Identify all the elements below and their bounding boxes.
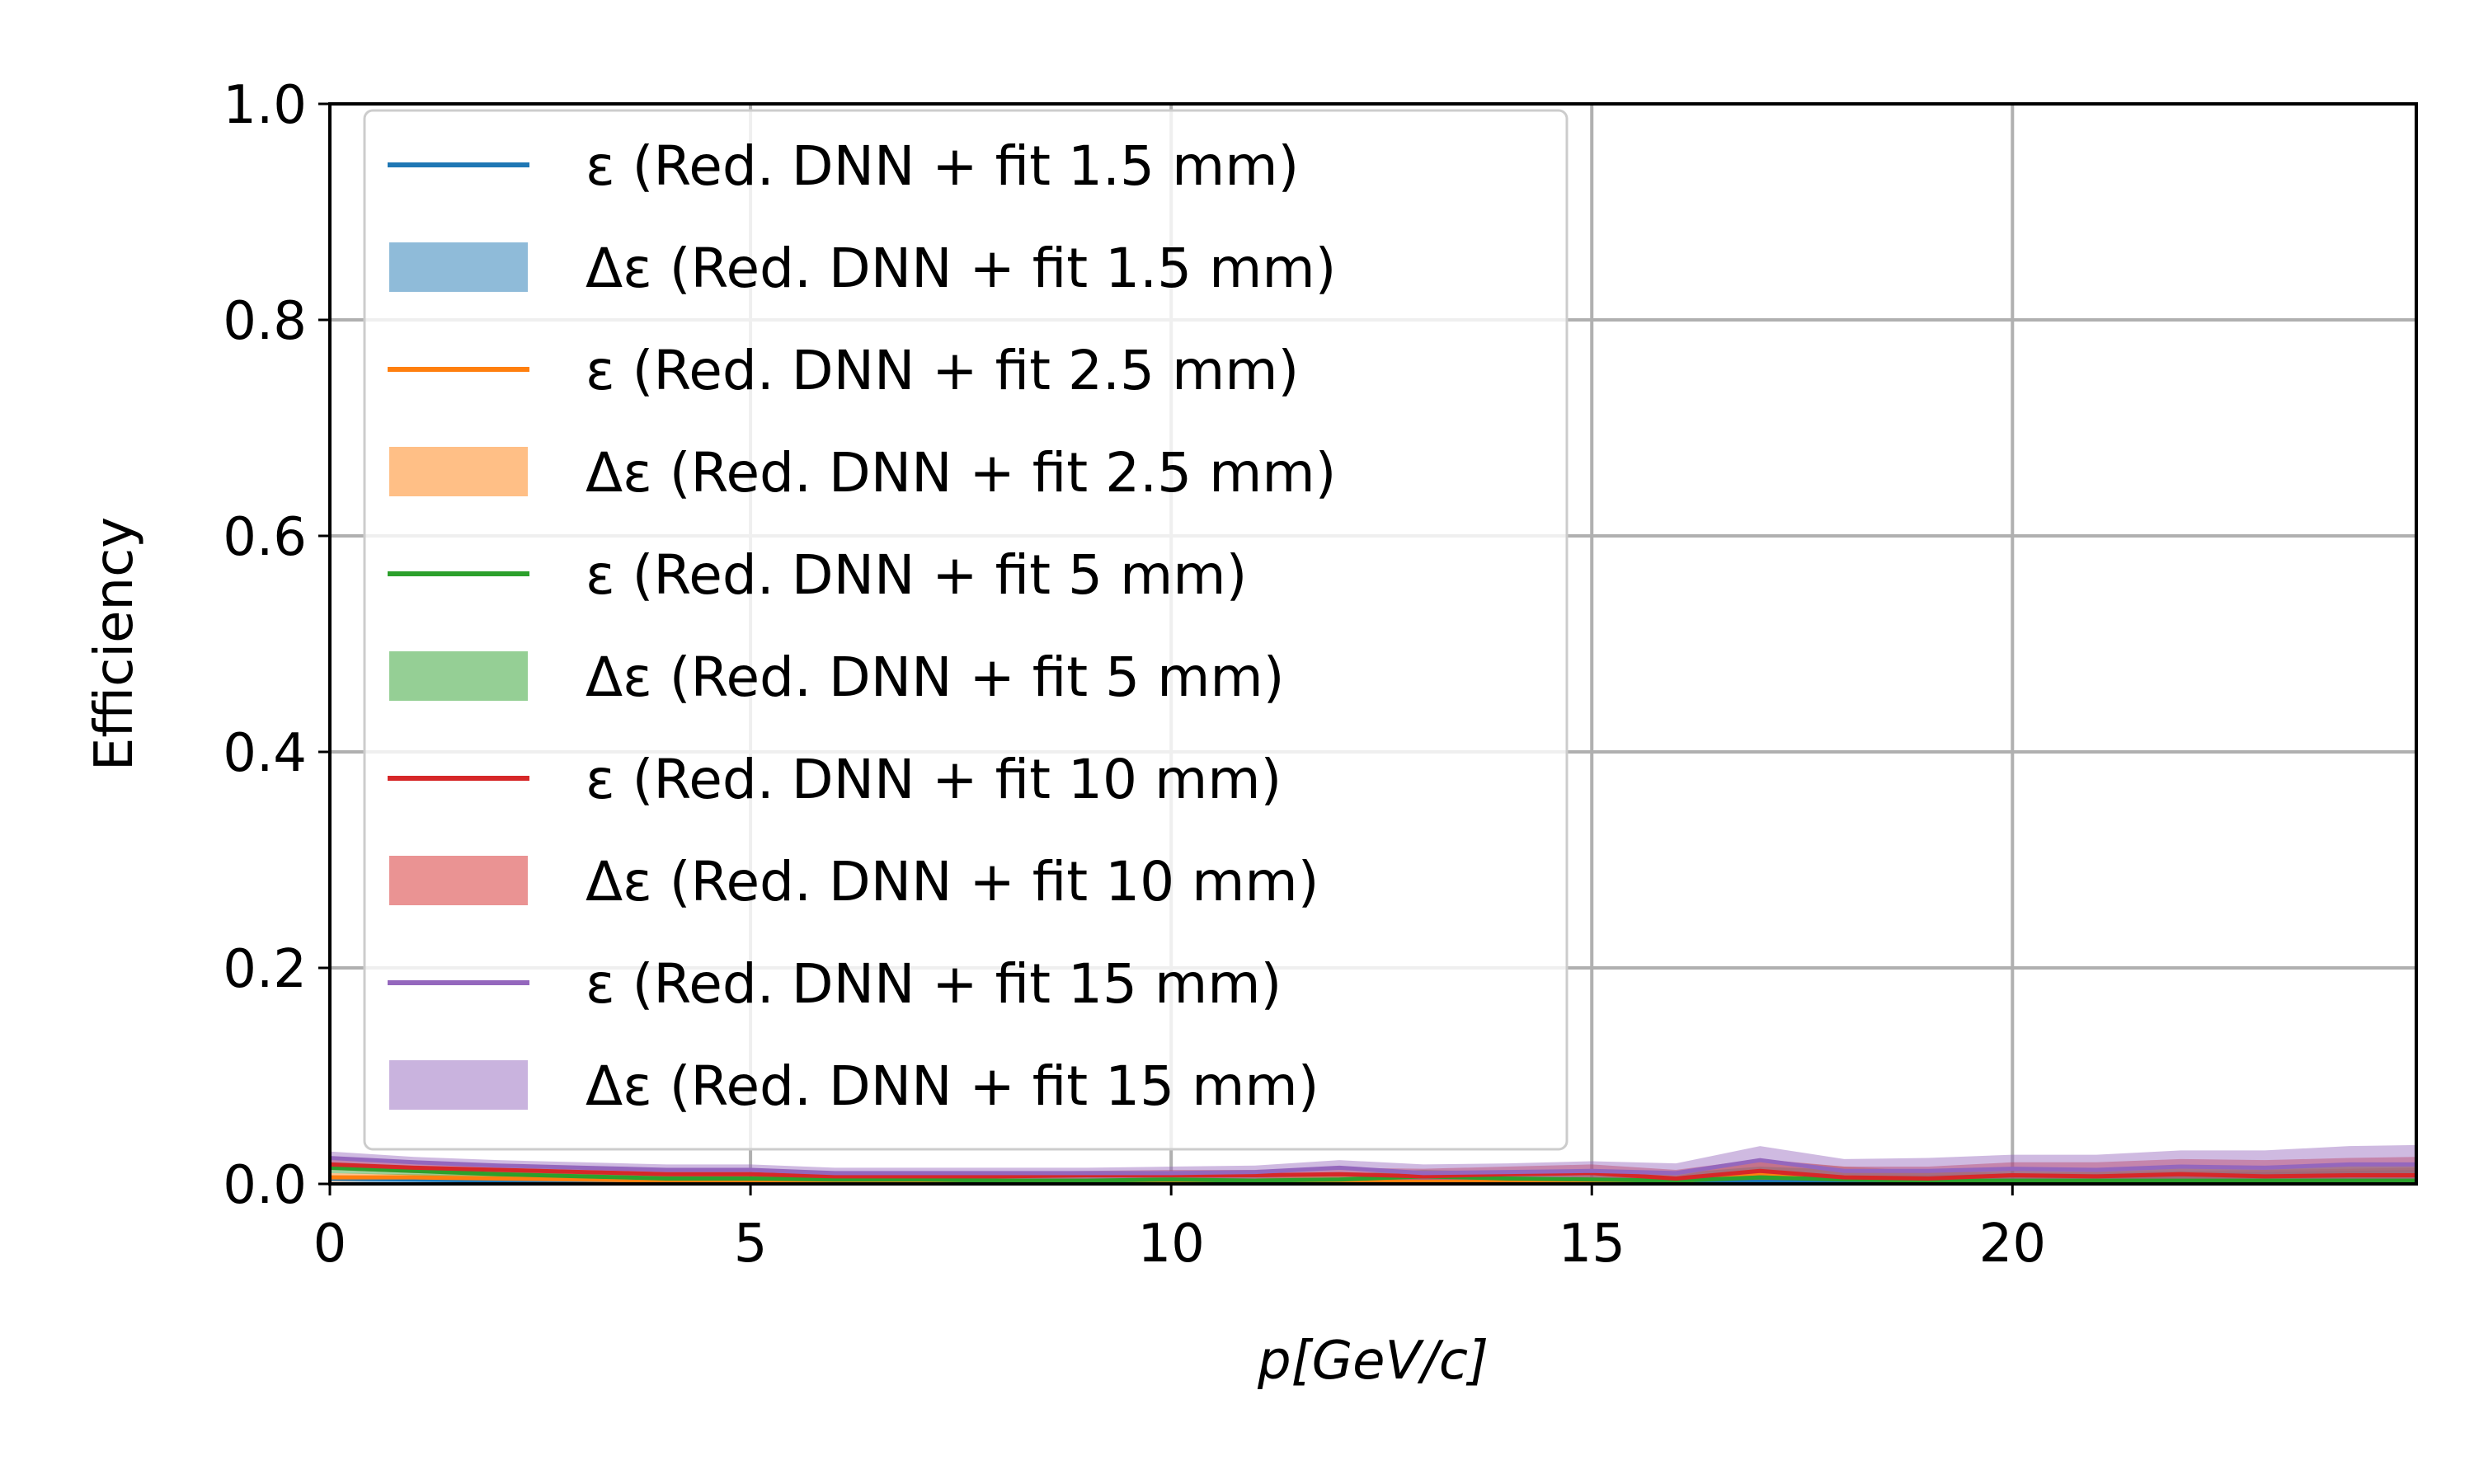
legend-label-8: ε (Red. DNN + fit 15 mm) <box>586 952 1282 1016</box>
y-tick-label-0: 0.0 <box>223 1155 307 1216</box>
legend-label-7: Δε (Red. DNN + fit 10 mm) <box>586 850 1319 913</box>
legend-band-swatch-5 <box>389 651 528 701</box>
x-axis-label: p[GeV/c] <box>1257 1331 1489 1392</box>
plot-frame <box>328 102 2418 1186</box>
x-tick-label-1: 5 <box>734 1214 768 1275</box>
series-line-2 <box>329 1165 2416 1183</box>
legend-band-swatch-1 <box>389 242 528 292</box>
x-tick-label-0: 0 <box>313 1214 347 1275</box>
y-tick-label-4: 0.8 <box>223 291 307 352</box>
y-tick-label-3: 0.6 <box>223 507 307 568</box>
x-tick-label-4: 20 <box>1979 1214 2046 1275</box>
x-axis-ticks: 0 5 10 15 20 <box>313 1184 2046 1275</box>
legend-label-1: Δε (Red. DNN + fit 1.5 mm) <box>586 237 1336 300</box>
legend-label-4: ε (Red. DNN + fit 5 mm) <box>586 543 1247 607</box>
series-line-3 <box>329 1162 2416 1181</box>
y-tick-label-2: 0.4 <box>223 723 307 784</box>
legend-band-swatch-3 <box>389 447 528 496</box>
y-tick-label-1: 0.2 <box>223 939 307 1000</box>
x-tick-label-2: 10 <box>1137 1214 1204 1275</box>
legend-label-0: ε (Red. DNN + fit 1.5 mm) <box>586 134 1299 198</box>
x-tick-label-3: 15 <box>1559 1214 1625 1275</box>
y-tick-label-5: 1.0 <box>223 75 307 136</box>
legend-box <box>363 109 1569 1151</box>
series-line-4 <box>329 1156 2416 1176</box>
y-axis-label: Efficiency <box>84 517 145 771</box>
legend: ε (Red. DNN + fit 1.5 mm) Δε (Red. DNN + … <box>363 109 1569 1151</box>
y-axis-ticks: 0.0 0.2 0.4 0.6 0.8 1.0 <box>223 75 330 1216</box>
legend-label-5: Δε (Red. DNN + fit 5 mm) <box>586 646 1284 709</box>
legend-band-swatch-7 <box>389 856 528 905</box>
legend-label-9: Δε (Red. DNN + fit 15 mm) <box>586 1054 1319 1118</box>
legend-label-2: ε (Red. DNN + fit 2.5 mm) <box>586 339 1299 402</box>
legend-band-swatch-9 <box>389 1060 528 1110</box>
legend-label-3: Δε (Red. DNN + fit 2.5 mm) <box>586 441 1336 505</box>
legend-label-6: ε (Red. DNN + fit 10 mm) <box>586 748 1282 811</box>
